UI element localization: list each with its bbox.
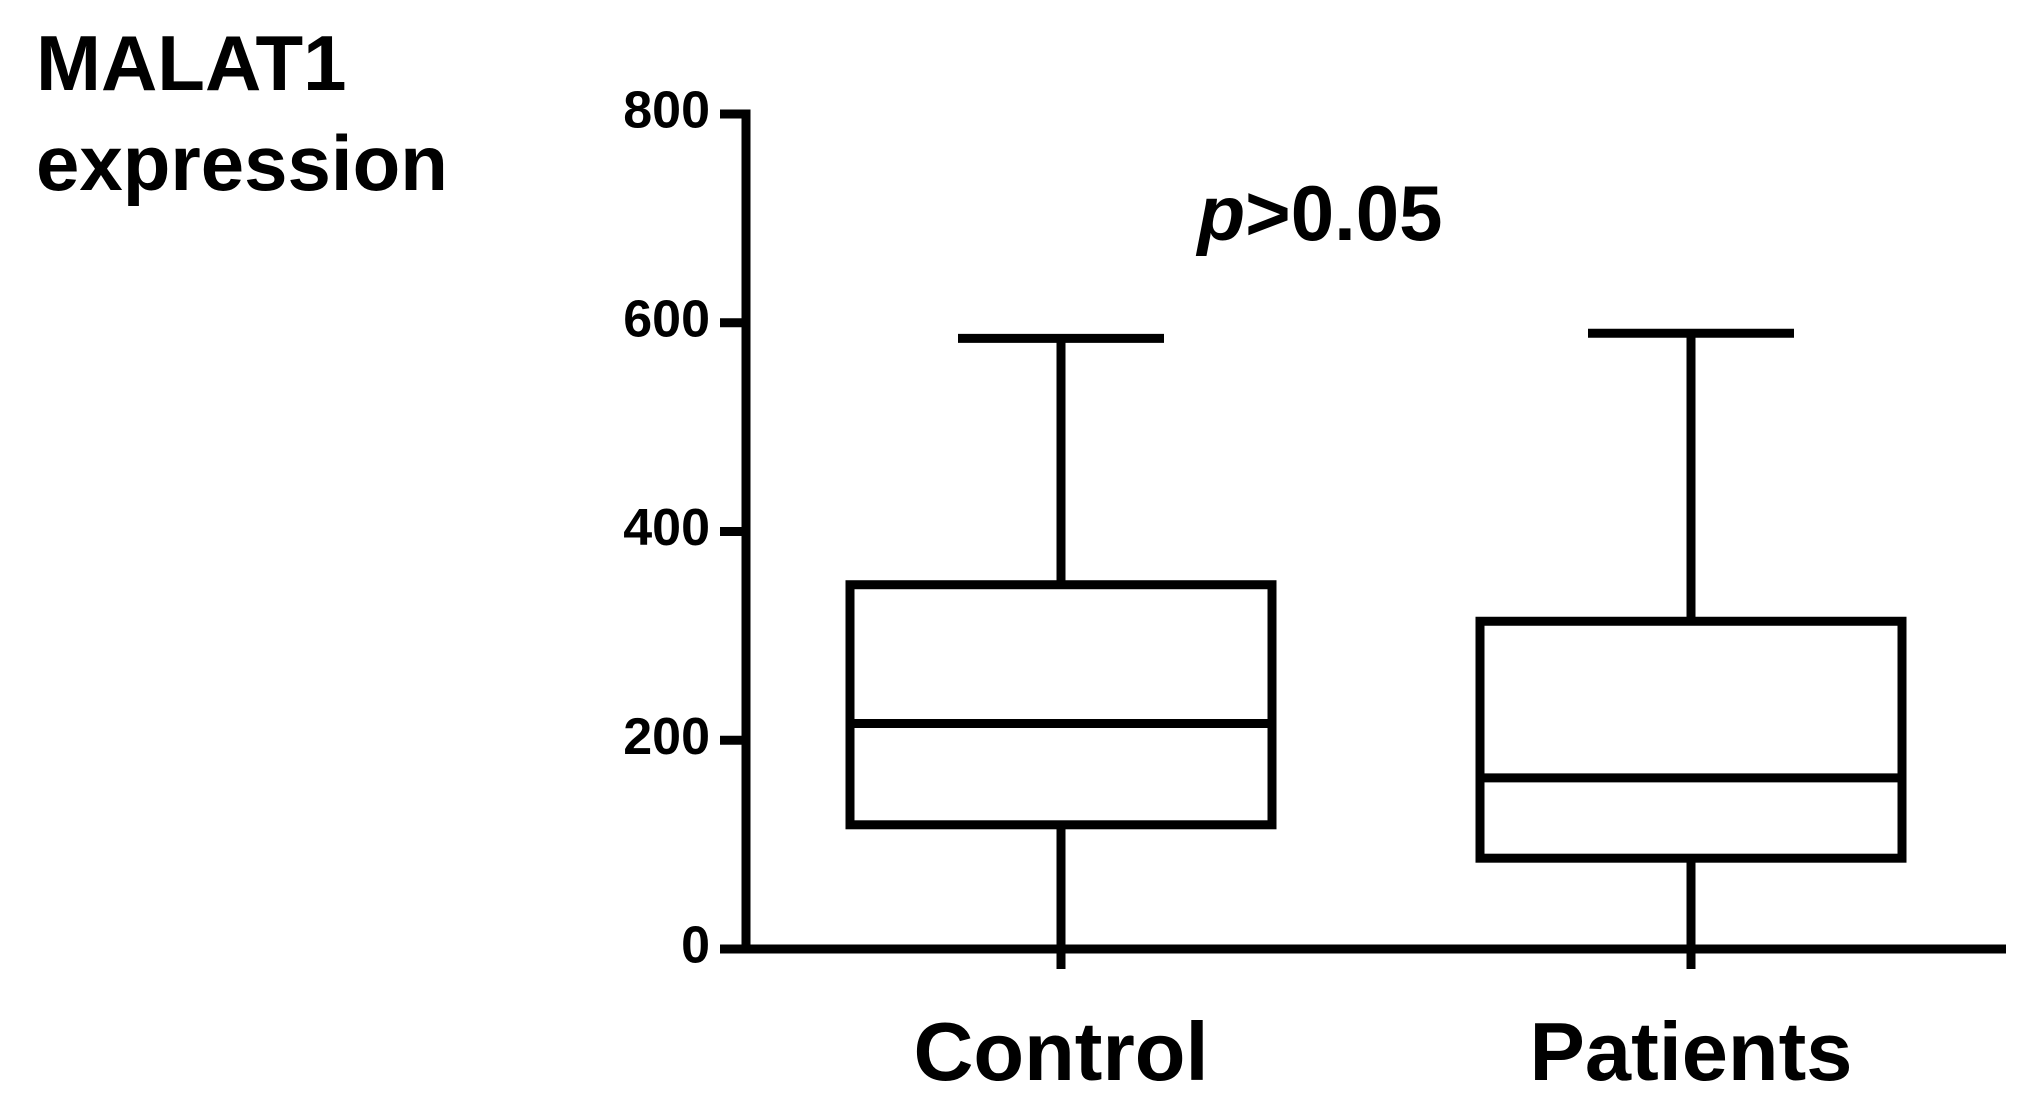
- box: [845, 580, 1277, 830]
- y-tick-label: 200: [623, 708, 710, 766]
- y-tick-label: 600: [623, 290, 710, 348]
- y-tick-label: 0: [681, 917, 710, 975]
- y-axis-label: MALAT1: [36, 19, 347, 107]
- y-tick-label: 400: [623, 499, 710, 557]
- annotation: p>0.05: [1195, 169, 1442, 257]
- y-tick-label: 800: [623, 82, 710, 140]
- y-axis-label: expression: [36, 119, 448, 207]
- box: [1475, 616, 1907, 863]
- x-tick-label: Control: [913, 1005, 1208, 1098]
- x-tick-label: Patients: [1530, 1005, 1853, 1098]
